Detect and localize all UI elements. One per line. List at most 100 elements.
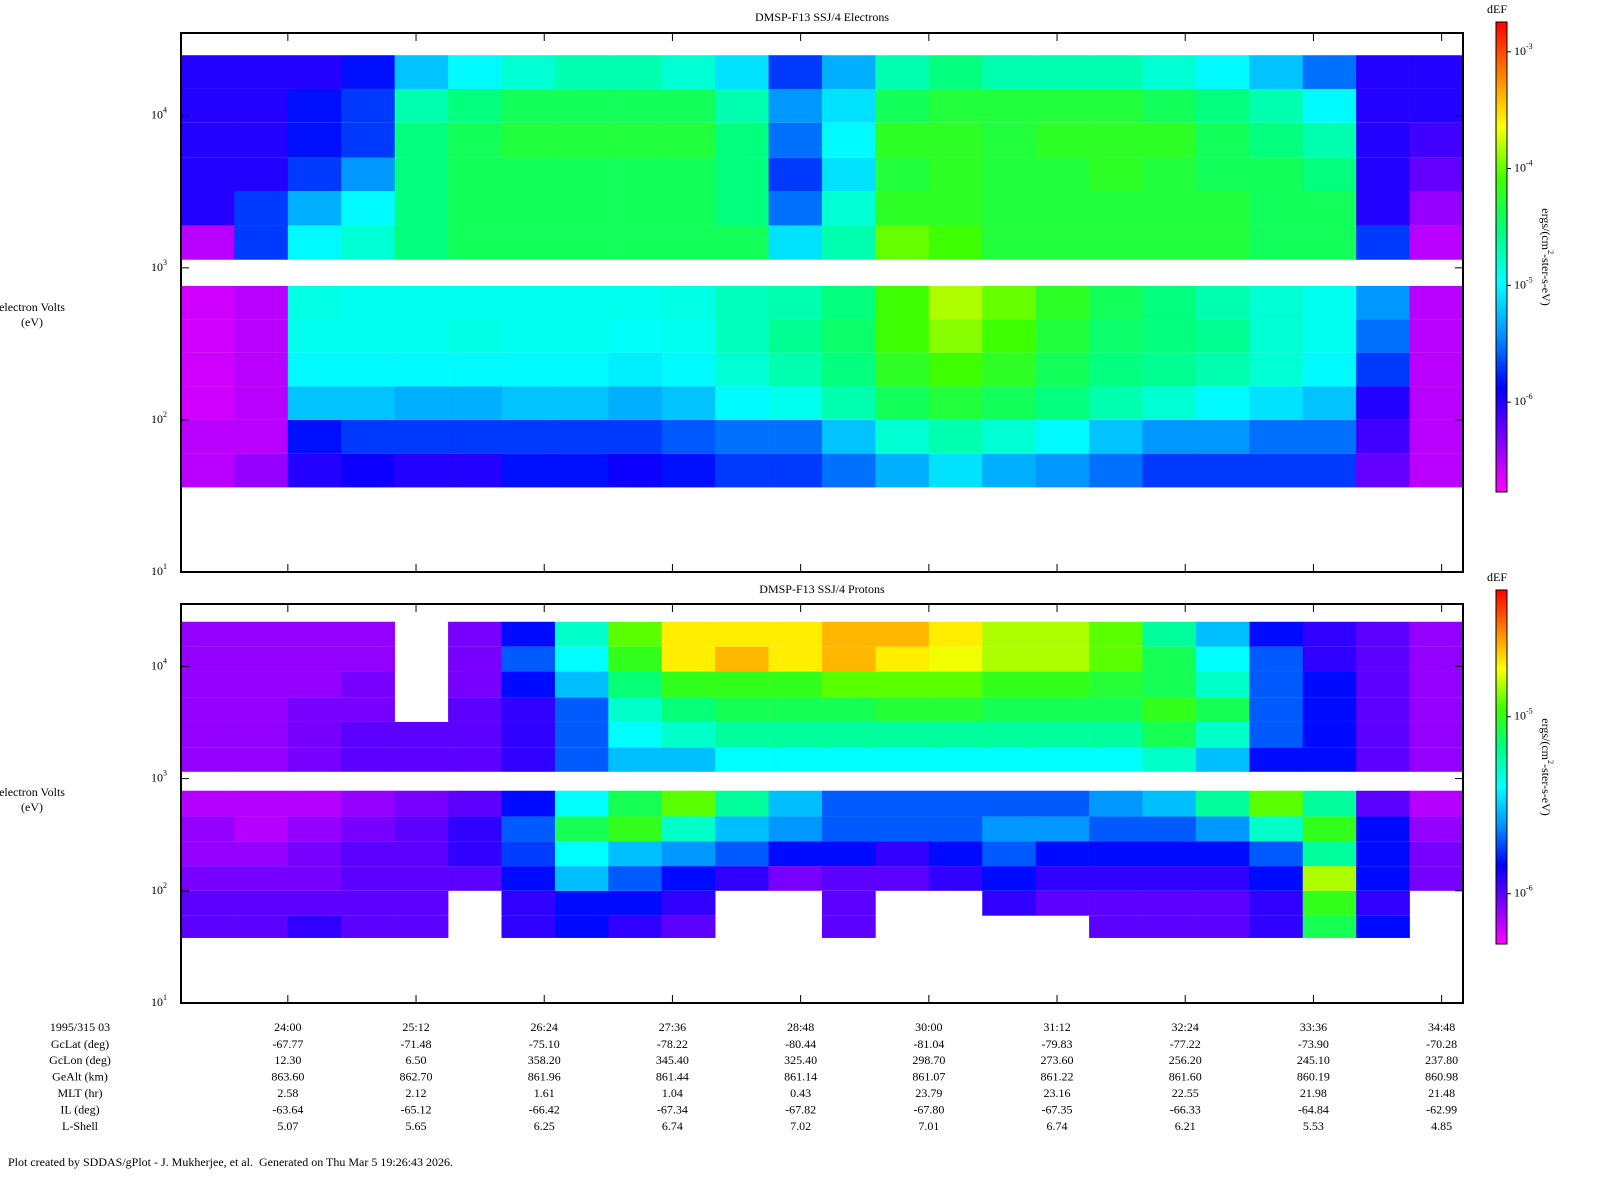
spectrogram-cell [1195, 866, 1250, 891]
colorbar-tick-label-base: 10 [1514, 160, 1526, 174]
ephemeris-value: 256.20 [1169, 1053, 1202, 1067]
spectrogram-cell [875, 747, 930, 772]
ephemeris-value: -79.83 [1042, 1037, 1073, 1051]
spectrogram-cell [1195, 319, 1250, 353]
spectrogram-cell [875, 721, 930, 748]
spectrogram-cell [1195, 915, 1250, 938]
spectrogram-cell [715, 352, 769, 387]
spectrogram-cell [982, 225, 1036, 260]
spectrogram-cell [181, 55, 235, 89]
spectrogram-cell [501, 816, 556, 842]
spectrogram-cell [928, 122, 983, 158]
y-tick-label-base: 10 [151, 412, 163, 426]
spectrogram-cell [608, 671, 663, 698]
ephemeris-value: -67.77 [272, 1037, 303, 1051]
spectrogram-cell [661, 721, 716, 748]
spectrogram-cell [1409, 747, 1464, 772]
spectrogram-cell [1356, 157, 1410, 192]
colorbar-tick-label: 10-6 [1514, 392, 1533, 408]
spectrogram-cell [1195, 386, 1250, 420]
spectrogram-cell [715, 721, 769, 748]
spectrogram-cell [554, 88, 609, 123]
spectrogram-cell [715, 191, 769, 226]
spectrogram-cell [448, 671, 502, 698]
ephemeris-value: -67.34 [657, 1102, 688, 1116]
spectrogram-cell [1195, 890, 1250, 916]
spectrogram-cell [1142, 285, 1197, 320]
spectrogram-cell [234, 419, 289, 454]
spectrogram-cell [768, 697, 823, 722]
spectrogram-cell [287, 55, 342, 89]
spectrogram-cell [394, 157, 449, 192]
spectrogram-cell [448, 453, 502, 488]
spectrogram-cell [1409, 671, 1464, 698]
spectrogram-cell [341, 157, 395, 192]
ephemeris-value: -80.44 [785, 1037, 816, 1051]
spectrogram-cell [448, 790, 502, 817]
spectrogram-cell [341, 285, 395, 320]
y-tick-label-exp: 1 [163, 562, 167, 571]
spectrogram-cell [234, 621, 289, 647]
spectrogram-cell [715, 697, 769, 722]
ephemeris-value: -71.48 [401, 1037, 432, 1051]
spectrogram-cell [661, 453, 716, 488]
spectrogram-cell [394, 453, 449, 488]
spectrogram-cell [768, 88, 823, 123]
spectrogram-cell [1302, 621, 1357, 647]
colorbar [1495, 589, 1508, 945]
spectrogram-cell [822, 621, 876, 647]
spectrogram-cell [1249, 816, 1304, 842]
spectrogram-cell [608, 721, 663, 748]
spectrogram-cell [341, 697, 395, 722]
spectrogram-cell [661, 747, 716, 772]
x-tick-label: 30:00 [915, 1020, 942, 1034]
spectrogram-cell [1035, 721, 1090, 748]
spectrogram-cell [448, 866, 502, 891]
spectrogram-cell [1035, 841, 1090, 867]
spectrogram-cell [608, 697, 663, 722]
spectrogram-cell [1035, 697, 1090, 722]
spectrogram-cell [1302, 319, 1357, 353]
spectrogram-cell [928, 88, 983, 123]
colorbar-tick-label-exp: -6 [1526, 392, 1533, 401]
y-tick-label: 104 [151, 106, 167, 122]
spectrogram-cell [234, 225, 289, 260]
spectrogram-cell [1249, 915, 1304, 938]
spectrogram-cell [1089, 790, 1143, 817]
y-tick-label-exp: 1 [163, 993, 167, 1002]
colorbar-tick-label: 10-6 [1514, 884, 1533, 900]
spectrogram-cell [234, 157, 289, 192]
ephemeris-value: 325.40 [784, 1053, 817, 1067]
spectrogram-cell [1035, 122, 1090, 158]
spectrogram-cell [982, 697, 1036, 722]
spectrogram-cell [1302, 225, 1357, 260]
spectrogram-cell [928, 191, 983, 226]
y-axis-label: (eV) [21, 800, 43, 814]
spectrogram-cell [875, 157, 930, 192]
spectrogram-cell [1249, 225, 1304, 260]
spectrogram-cell [715, 747, 769, 772]
spectrogram-cell [1249, 157, 1304, 192]
spectrogram-cell [768, 386, 823, 420]
spectrogram-cell [1249, 386, 1304, 420]
spectrogram-cell [554, 122, 609, 158]
spectrogram-cell [1035, 453, 1090, 488]
spectrogram-cell [1409, 697, 1464, 722]
spectrogram-cell [448, 386, 502, 420]
spectrogram-cell [1035, 386, 1090, 420]
spectrogram-cell [287, 352, 342, 387]
spectrogram-cell [1142, 122, 1197, 158]
ephemeris-value: -67.35 [1042, 1102, 1073, 1116]
spectrogram-cell [501, 419, 556, 454]
spectrogram-cell [181, 866, 235, 891]
spectrogram-cell [661, 419, 716, 454]
spectrogram-cell [448, 352, 502, 387]
ephemeris-value: 6.25 [534, 1119, 555, 1133]
spectrogram-cell [448, 157, 502, 192]
spectrogram-cell [181, 191, 235, 226]
spectrogram-cell [768, 866, 823, 891]
spectrogram-cell [287, 890, 342, 916]
spectrogram-cell [982, 157, 1036, 192]
spectrogram-cell [1409, 122, 1464, 158]
